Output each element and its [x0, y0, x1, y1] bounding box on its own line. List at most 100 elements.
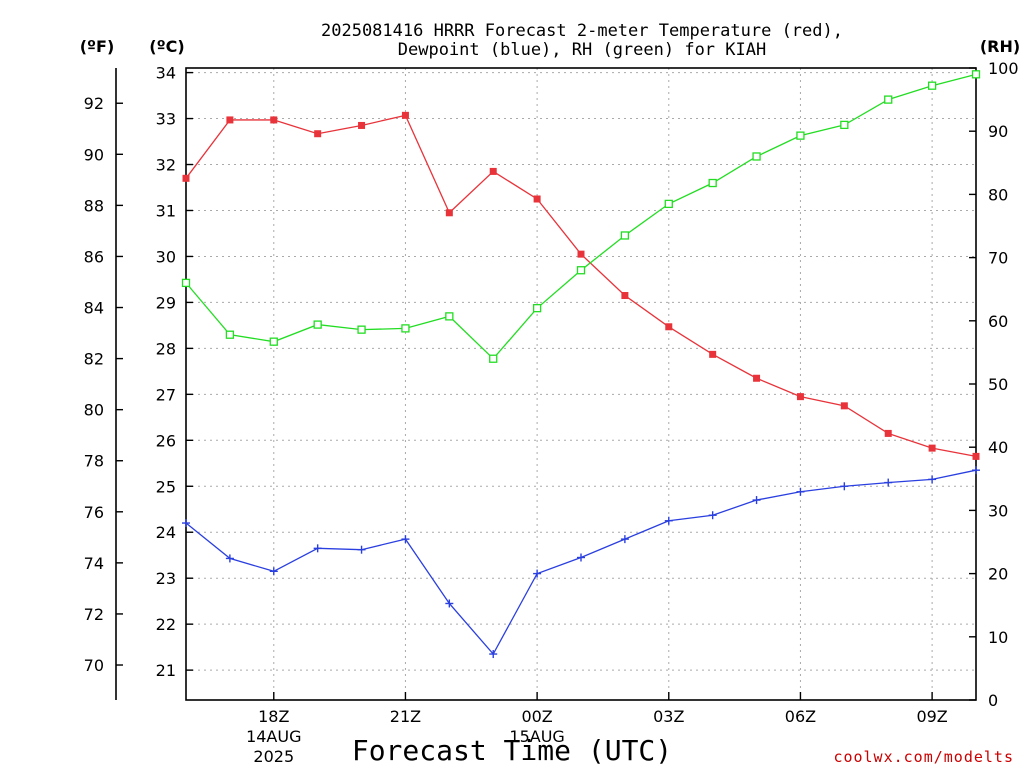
- dewpoint-point: [752, 496, 761, 505]
- credit-label: coolwx.com/modelts: [833, 748, 1014, 766]
- rh-point: [796, 131, 805, 140]
- temperature-point: [226, 116, 234, 124]
- dewpoint-point: [489, 650, 498, 659]
- dewpoint-point: [445, 599, 454, 608]
- rh-point: [532, 304, 542, 313]
- dewpoint-point: [708, 511, 717, 520]
- rh-point: [664, 199, 673, 209]
- rh-unit-label: (RH): [980, 37, 1020, 56]
- rh-point: [884, 95, 893, 104]
- dewpoint-point: [840, 482, 849, 491]
- fahrenheit-tick-label: 78: [84, 452, 104, 471]
- x-tick-label: 00Z: [521, 707, 552, 726]
- celsius-tick-label: 26: [156, 431, 176, 450]
- dewpoint-point: [225, 554, 234, 563]
- chart-title-line-1: 2025081416 HRRR Forecast 2-meter Tempera…: [321, 21, 843, 41]
- x-tick-label: 21Z: [390, 707, 421, 726]
- celsius-tick-label: 25: [156, 477, 176, 496]
- rh-point: [225, 330, 235, 339]
- data-series: [181, 70, 981, 659]
- temperature-point: [270, 116, 278, 124]
- rh-point: [840, 120, 849, 130]
- celsius-tick-label: 24: [156, 523, 176, 542]
- rh-point: [313, 320, 322, 329]
- temperature-point: [928, 444, 936, 452]
- temperature-point: [577, 250, 585, 258]
- fahrenheit-tick-label: 84: [84, 299, 104, 318]
- plot-border: [185, 67, 977, 701]
- celsius-tick-label: 29: [156, 293, 176, 312]
- dewpoint-point: [664, 516, 673, 525]
- dewpoint-point: [620, 535, 629, 544]
- celsius-tick-label: 21: [156, 661, 176, 680]
- x-tick-date-label: 2025: [253, 747, 294, 766]
- celsius-unit-label: (ºC): [149, 37, 184, 56]
- celsius-tick-label: 30: [156, 247, 176, 266]
- rh-point: [489, 354, 498, 363]
- temperature-point: [972, 452, 980, 460]
- dewpoint-point: [313, 544, 322, 553]
- fahrenheit-tick-label: 82: [84, 350, 104, 369]
- rh-tick-label: 0: [988, 691, 998, 710]
- x-tick-date-label: 15AUG: [509, 727, 564, 746]
- dewpoint-point: [972, 466, 980, 475]
- temperature-point: [709, 350, 717, 358]
- rh-tick-label: 90: [988, 122, 1008, 141]
- celsius-tick-label: 22: [156, 615, 176, 634]
- fahrenheit-tick-label: 88: [84, 196, 104, 215]
- fahrenheit-tick-label: 90: [84, 145, 104, 164]
- temperature-point: [314, 130, 322, 138]
- x-tick-label: 18Z: [258, 707, 289, 726]
- celsius-tick-label: 23: [156, 569, 176, 588]
- rh-point: [971, 70, 981, 79]
- temperature-point: [489, 167, 497, 175]
- dewpoint-point: [928, 475, 937, 484]
- rh-point: [357, 325, 366, 334]
- dewpoint-point: [269, 567, 278, 576]
- dewpoint-point: [884, 478, 893, 487]
- chart-title-line-2: Dewpoint (blue), RH (green) for KIAH: [398, 40, 766, 60]
- fahrenheit-tick-label: 74: [84, 554, 104, 573]
- temperature-point: [840, 402, 848, 410]
- rh-point: [708, 178, 717, 188]
- rh-point: [752, 152, 761, 161]
- temperature-point: [445, 209, 453, 217]
- dewpoint-point: [401, 535, 410, 544]
- rh-point: [620, 231, 630, 240]
- rh-tick-label: 40: [988, 438, 1008, 457]
- fahrenheit-tick-label: 70: [84, 656, 104, 675]
- rh-point: [576, 266, 586, 275]
- plot-frame: [185, 67, 977, 701]
- rh-tick-label: 10: [988, 628, 1008, 647]
- fahrenheit-tick-label: 80: [84, 401, 104, 420]
- dewpoint-point: [577, 553, 585, 562]
- dewpoint-point: [796, 487, 805, 496]
- fahrenheit-tick-label: 86: [84, 247, 104, 266]
- rh-point: [445, 312, 454, 321]
- temperature-point: [884, 429, 892, 437]
- rh-tick-label: 100: [988, 59, 1019, 78]
- rh-tick-label: 70: [988, 249, 1008, 268]
- rh-point: [401, 324, 410, 333]
- fahrenheit-unit-label: (ºF): [80, 37, 115, 56]
- celsius-tick-label: 27: [156, 385, 176, 404]
- rh-point: [927, 81, 937, 90]
- celsius-tick-label: 33: [156, 110, 176, 129]
- temperature-point: [753, 374, 761, 382]
- rh-line: [185, 73, 977, 360]
- rh-tick-label: 80: [988, 185, 1008, 204]
- fahrenheit-tick-label: 72: [84, 605, 104, 624]
- temperature-line: [185, 114, 977, 458]
- rh-tick-label: 30: [988, 501, 1008, 520]
- x-tick-label: 03Z: [653, 707, 684, 726]
- celsius-tick-label: 31: [156, 201, 176, 220]
- dewpoint-point: [357, 545, 366, 554]
- rh-tick-label: 20: [988, 565, 1008, 584]
- grid-lines: [186, 68, 976, 700]
- rh-tick-label: 50: [988, 375, 1008, 394]
- temperature-point: [182, 174, 190, 182]
- dewpoint-point: [533, 569, 542, 578]
- rh-point: [181, 278, 191, 288]
- temperature-point: [401, 111, 409, 119]
